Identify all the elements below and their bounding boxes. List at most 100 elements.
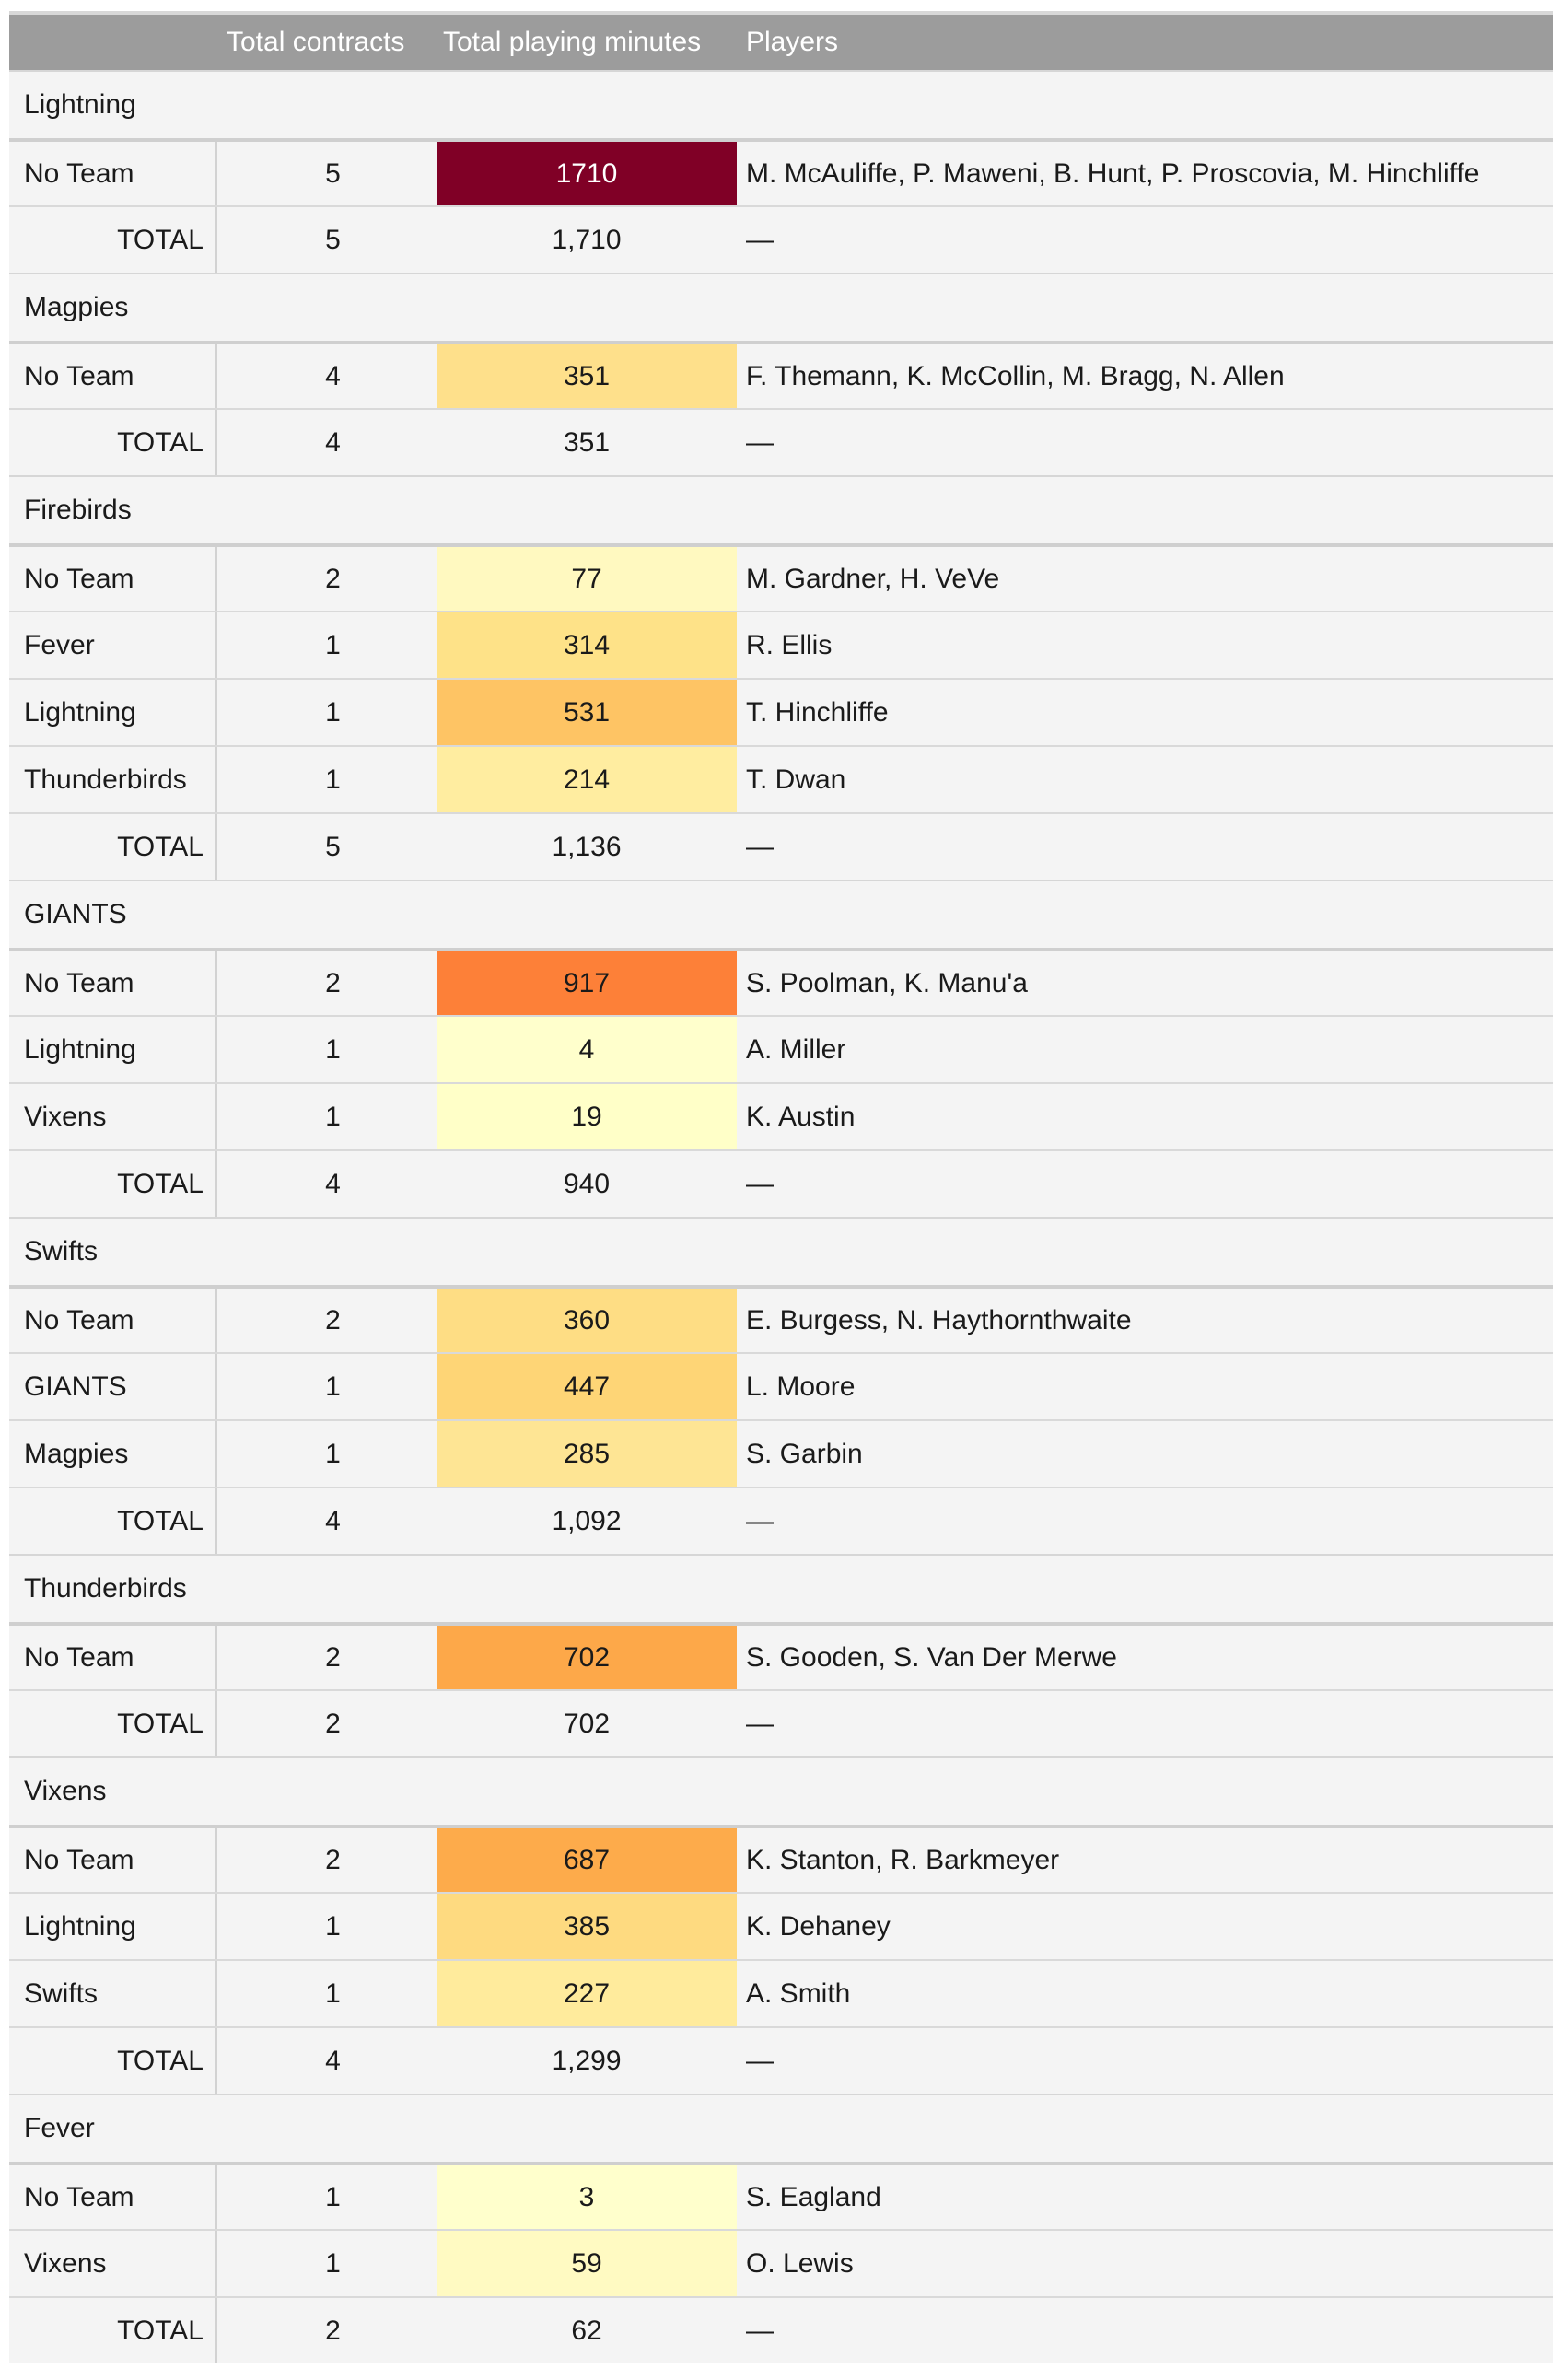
minutes-value: 1710 xyxy=(437,142,737,205)
players-list: A. Miller xyxy=(746,1033,846,1065)
contracts-count: 1 xyxy=(325,2247,341,2279)
contracts-count: 1 xyxy=(325,1101,341,1132)
table-header: Total contracts Total playing minutes Pl… xyxy=(9,11,1553,70)
total-row: TOTAL 2 702 — xyxy=(9,1689,1553,1756)
minutes-value-text: 4 xyxy=(578,1033,595,1065)
minutes-value: 531 xyxy=(437,680,737,745)
total-label: TOTAL xyxy=(9,1151,217,1217)
team-name: Swifts xyxy=(9,1961,217,2026)
total-label: TOTAL xyxy=(9,207,217,273)
total-row: TOTAL 4 940 — xyxy=(9,1149,1553,1217)
total-contracts: 2 xyxy=(325,1708,341,1739)
minutes-value-text: 19 xyxy=(571,1101,602,1132)
total-label: TOTAL xyxy=(9,1691,217,1756)
team-name: No Team xyxy=(9,344,217,408)
contracts-count: 1 xyxy=(325,629,341,660)
minutes-value-text: 3 xyxy=(578,2181,595,2212)
table-row: No Team 2 360 E. Burgess, N. Haythornthwait… xyxy=(9,1285,1553,1352)
group-heading: Thunderbirds xyxy=(9,1554,1553,1622)
minutes-heat-cell xyxy=(437,951,737,1015)
group-heading: Fever xyxy=(9,2094,1553,2162)
minutes-value: 314 xyxy=(437,612,737,678)
players-list: K. Stanton, R. Barkmeyer xyxy=(746,1844,1060,1875)
total-row: TOTAL 5 1,710 — xyxy=(9,205,1553,273)
minutes-value-text: 59 xyxy=(571,2247,602,2279)
total-row: TOTAL 5 1,136 — xyxy=(9,812,1553,880)
total-minutes: 1,299 xyxy=(552,2045,622,2076)
table-row: Lightning 1 385 K. Dehaney xyxy=(9,1892,1553,1959)
minutes-value: 19 xyxy=(437,1084,737,1149)
minutes-value-text: 314 xyxy=(563,629,611,660)
contracts-count: 2 xyxy=(325,1844,341,1875)
minutes-value-text: 917 xyxy=(563,967,611,998)
contracts-count: 1 xyxy=(325,1371,341,1402)
team-name: No Team xyxy=(9,1828,217,1892)
total-players: — xyxy=(746,224,774,255)
total-players: — xyxy=(746,831,774,862)
players-list: K. Austin xyxy=(746,1101,856,1132)
minutes-heat-cell xyxy=(437,1894,737,1959)
players-list: L. Moore xyxy=(746,1371,856,1402)
minutes-value-text: 447 xyxy=(563,1371,611,1402)
group-heading: Vixens xyxy=(9,1756,1553,1825)
minutes-value-text: 1710 xyxy=(555,158,618,189)
team-name: GIANTS xyxy=(9,1354,217,1419)
minutes-value-text: 687 xyxy=(563,1844,611,1875)
total-minutes: 1,136 xyxy=(552,831,622,862)
table-row: Thunderbirds 1 214 T. Dwan xyxy=(9,745,1553,812)
minutes-value: 4 xyxy=(437,1017,737,1082)
team-name: No Team xyxy=(9,142,217,205)
contracts-count: 1 xyxy=(325,1033,341,1065)
table-row: Fever 1 314 R. Ellis xyxy=(9,611,1553,678)
total-row: TOTAL 4 351 — xyxy=(9,408,1553,475)
minutes-value-text: 531 xyxy=(563,696,611,728)
table-row: No Team 1 3 S. Eagland xyxy=(9,2162,1553,2229)
contracts-count: 1 xyxy=(325,2181,341,2212)
team-name: No Team xyxy=(9,951,217,1015)
header-players: Players xyxy=(746,27,839,57)
team-name: Fever xyxy=(9,612,217,678)
table-row: No Team 2 77 M. Gardner, H. VeVe xyxy=(9,543,1553,611)
minutes-heat-cell xyxy=(437,612,737,678)
total-contracts: 2 xyxy=(325,2315,341,2346)
total-minutes: 1,710 xyxy=(552,224,622,255)
group-heading: Magpies xyxy=(9,273,1553,341)
minutes-value-text: 385 xyxy=(563,1910,611,1942)
header-total-contracts: Total contracts xyxy=(227,27,405,57)
players-list: S. Poolman, K. Manu'a xyxy=(746,967,1028,998)
contracts-count: 1 xyxy=(325,696,341,728)
minutes-value: 687 xyxy=(437,1828,737,1892)
total-row: TOTAL 2 62 — xyxy=(9,2296,1553,2363)
total-players: — xyxy=(746,2315,774,2346)
minutes-value: 702 xyxy=(437,1626,737,1689)
minutes-value-text: 702 xyxy=(563,1641,611,1673)
contracts-count: 4 xyxy=(325,360,341,391)
players-list: O. Lewis xyxy=(746,2247,854,2279)
minutes-value-text: 285 xyxy=(563,1438,611,1469)
total-label: TOTAL xyxy=(9,2028,217,2094)
total-players: — xyxy=(746,1505,774,1536)
minutes-value: 285 xyxy=(437,1421,737,1487)
players-list: K. Dehaney xyxy=(746,1910,891,1942)
team-name: Thunderbirds xyxy=(9,747,217,812)
table-row: Vixens 1 19 K. Austin xyxy=(9,1082,1553,1149)
group-heading: Firebirds xyxy=(9,475,1553,543)
players-list: S. Gooden, S. Van Der Merwe xyxy=(746,1641,1117,1673)
total-minutes: 351 xyxy=(563,426,611,458)
total-minutes: 62 xyxy=(571,2315,602,2346)
contracts-table: Total contracts Total playing minutes Pl… xyxy=(9,11,1553,2363)
minutes-value: 447 xyxy=(437,1354,737,1419)
table-row: GIANTS 1 447 L. Moore xyxy=(9,1352,1553,1419)
minutes-heat-cell xyxy=(437,680,737,745)
group-heading: Lightning xyxy=(9,70,1553,138)
minutes-value: 77 xyxy=(437,547,737,611)
minutes-heat-cell xyxy=(437,1626,737,1689)
total-contracts: 4 xyxy=(325,426,341,458)
minutes-value: 360 xyxy=(437,1289,737,1352)
minutes-heat-cell xyxy=(437,1017,737,1082)
minutes-heat-cell xyxy=(437,344,737,408)
players-list: A. Smith xyxy=(746,1978,851,2009)
minutes-value: 227 xyxy=(437,1961,737,2026)
table-row: No Team 2 702 S. Gooden, S. Van Der Merwe xyxy=(9,1622,1553,1689)
contracts-count: 2 xyxy=(325,967,341,998)
